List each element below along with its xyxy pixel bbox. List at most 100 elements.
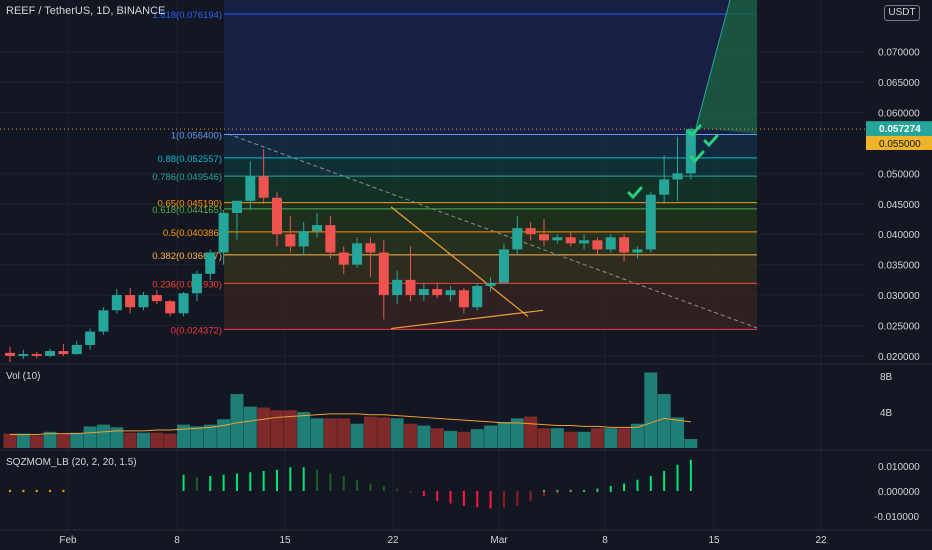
volume-ma-line <box>10 413 691 436</box>
squeeze-dot <box>35 489 38 493</box>
time-axis-tick: 22 <box>387 535 399 546</box>
volume-bar <box>137 432 150 448</box>
volume-bar <box>16 433 30 448</box>
currency-button[interactable]: USDT <box>884 5 920 21</box>
candle-body <box>485 282 496 286</box>
volume-bar <box>657 394 671 448</box>
fib-zone <box>224 134 757 158</box>
candle-body <box>632 249 643 253</box>
volume-bar <box>150 432 164 448</box>
candle-body <box>565 237 576 244</box>
projection-area <box>696 0 757 134</box>
candle-body <box>552 237 563 241</box>
volume-bar <box>417 425 431 448</box>
volume-bar <box>564 431 578 448</box>
check-mark-icon <box>686 124 702 138</box>
volume-bar <box>203 424 217 448</box>
candle-body <box>58 351 69 355</box>
fib-level-label: 0.65(0.045190) <box>158 199 222 210</box>
candle-body <box>605 237 616 250</box>
marker-price-tag <box>866 135 932 150</box>
candle-body <box>18 354 29 356</box>
price-axis-tick: 0.060000 <box>878 109 920 120</box>
price-axis-tick: 0.025000 <box>878 321 920 332</box>
volume-bar <box>363 416 377 448</box>
price-axis-tick: 0.020000 <box>878 352 920 363</box>
time-axis-tick: 15 <box>279 535 291 546</box>
candle-body <box>272 197 282 235</box>
volume-bar <box>550 428 564 448</box>
volume-axis-tick: 4B <box>880 408 893 419</box>
time-axis-tick: 22 <box>815 535 827 546</box>
volume-bar <box>430 428 444 448</box>
candle-body <box>205 252 216 274</box>
fib-level-label: 0.382(0.036607) <box>152 251 222 262</box>
candle-body <box>312 225 323 232</box>
fib-level-label: 1(0.056400) <box>171 130 222 141</box>
candle-body <box>659 179 670 195</box>
time-axis-tick: 15 <box>708 535 720 546</box>
volume-bar <box>537 428 551 448</box>
volume-bar <box>3 433 17 448</box>
fib-zone <box>224 202 757 209</box>
volume-bar <box>590 428 604 448</box>
volume-bar <box>257 407 271 448</box>
candle-body <box>405 279 416 296</box>
fib-zone <box>224 208 757 232</box>
candle-body <box>579 240 590 244</box>
volume-bar <box>56 433 70 448</box>
check-mark-icon <box>627 186 643 200</box>
volume-bar <box>96 424 110 448</box>
candle-body <box>138 295 149 308</box>
candle-body <box>539 234 549 241</box>
candle-body <box>98 310 109 332</box>
fib-zone <box>224 157 757 177</box>
volume-bar <box>110 427 124 448</box>
candle-body <box>165 301 176 314</box>
volume-bar <box>323 418 337 448</box>
candle-body <box>31 354 42 356</box>
volume-bar <box>390 418 404 448</box>
volume-bar <box>310 418 324 448</box>
candle-body <box>125 295 136 308</box>
volume-bar <box>524 416 538 448</box>
candle-body <box>5 352 15 356</box>
price-axis-tick: 0.030000 <box>878 291 920 302</box>
candle-body <box>45 351 56 356</box>
fib-level-label: 0.88(0.052557) <box>158 154 222 165</box>
marker-price-value: 0.055000 <box>879 139 921 150</box>
candle-body <box>325 225 336 253</box>
dashed-trendline <box>227 133 758 329</box>
fib-level-label: 0.618(0.044165) <box>152 205 222 216</box>
volume-bar <box>484 425 498 448</box>
candle-body <box>458 290 469 308</box>
indicator-axis-tick: 0.010000 <box>878 462 920 473</box>
candle-body <box>231 200 242 213</box>
candle-body <box>498 249 509 283</box>
fib-level-label: 0.236(0.031930) <box>152 279 222 290</box>
squeeze-dot <box>609 489 612 493</box>
candle-body <box>191 273 202 294</box>
candle-body <box>432 288 443 296</box>
volume-bar <box>243 406 257 448</box>
squeeze-dot <box>62 489 65 493</box>
chart-title: REEF / TetherUS, 1D, BINANCE <box>6 5 166 17</box>
price-axis-tick: 0.035000 <box>878 261 920 272</box>
candle-body <box>365 243 376 253</box>
candle-body <box>338 252 349 265</box>
squeeze-dot <box>556 489 559 493</box>
squeeze-dot <box>22 489 25 493</box>
candle-body <box>392 279 403 296</box>
squeeze-dot <box>48 489 52 493</box>
time-axis-tick: 8 <box>602 535 608 546</box>
candle-body <box>592 240 603 250</box>
squeeze-dot <box>582 489 586 493</box>
candle-body <box>285 234 296 247</box>
candle-body <box>378 252 389 296</box>
candle-body <box>445 290 456 296</box>
candle-body <box>245 176 256 201</box>
volume-bar <box>123 432 137 448</box>
squeeze-dot <box>8 489 12 493</box>
volume-bar <box>283 410 297 448</box>
